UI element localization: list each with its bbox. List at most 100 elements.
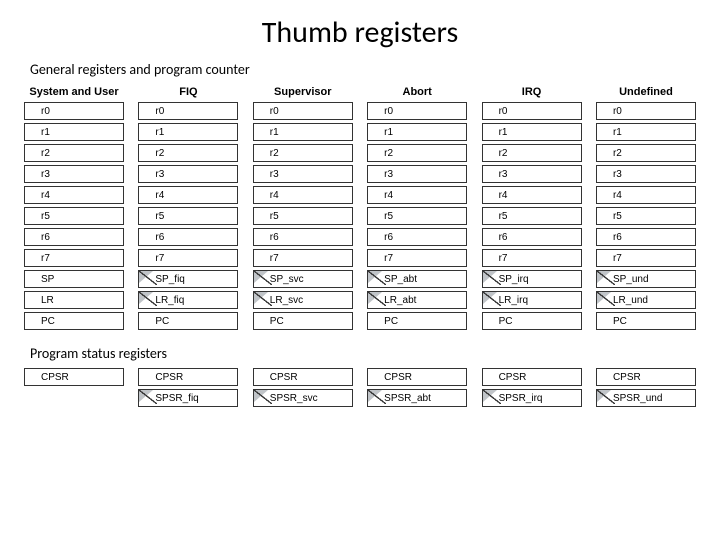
register-cell: r0 — [138, 102, 238, 120]
register-label: r0 — [41, 106, 50, 117]
register-cell: CPSR — [367, 368, 467, 386]
register-label: LR_irq — [499, 295, 528, 306]
register-cell: r0 — [24, 102, 124, 120]
register-label: r3 — [270, 169, 279, 180]
mode-header: System and User — [24, 84, 124, 100]
register-cell: r2 — [482, 144, 582, 162]
register-label: LR_abt — [384, 295, 416, 306]
mode-header: IRQ — [482, 84, 582, 100]
register-label: CPSR — [499, 372, 527, 383]
register-cell: SPSR_svc — [253, 389, 353, 407]
register-label: CPSR — [270, 372, 298, 383]
register-cell: CPSR — [596, 368, 696, 386]
register-label: r5 — [270, 211, 279, 222]
register-cell: SP_irq — [482, 270, 582, 288]
register-cell: r2 — [24, 144, 124, 162]
register-cell: LR — [24, 291, 124, 309]
register-label: r0 — [384, 106, 393, 117]
register-cell: r6 — [596, 228, 696, 246]
register-cell: r6 — [138, 228, 238, 246]
register-cell: r7 — [138, 249, 238, 267]
register-label: r6 — [613, 232, 622, 243]
register-cell: r0 — [482, 102, 582, 120]
register-label: r2 — [41, 148, 50, 159]
register-label: r1 — [41, 127, 50, 138]
register-label: SP_fiq — [155, 274, 184, 285]
register-label: SPSR_abt — [384, 393, 431, 404]
register-label: r6 — [384, 232, 393, 243]
register-label: r6 — [155, 232, 164, 243]
register-label: r5 — [613, 211, 622, 222]
mode-column: Supervisorr0r1r2r3r4r5r6r7SP_svcLR_svcPC — [253, 84, 353, 333]
register-label: r1 — [613, 127, 622, 138]
register-label: r7 — [499, 253, 508, 264]
register-cell: r5 — [596, 207, 696, 225]
register-label: r1 — [270, 127, 279, 138]
register-label: r7 — [155, 253, 164, 264]
register-grid: System and Userr0r1r2r3r4r5r6r7SPLRPCFIQ… — [20, 84, 700, 333]
register-label: r0 — [613, 106, 622, 117]
register-cell: r6 — [253, 228, 353, 246]
register-label: CPSR — [155, 372, 183, 383]
mode-header: Supervisor — [253, 84, 353, 100]
register-label: r5 — [41, 211, 50, 222]
register-cell: r7 — [482, 249, 582, 267]
register-label: r3 — [613, 169, 622, 180]
register-label: r2 — [499, 148, 508, 159]
register-cell: r4 — [24, 186, 124, 204]
register-cell: SPSR_und — [596, 389, 696, 407]
register-label: SPSR_irq — [499, 393, 543, 404]
register-cell: r7 — [596, 249, 696, 267]
register-label: r1 — [499, 127, 508, 138]
register-cell: r2 — [138, 144, 238, 162]
register-label: r7 — [41, 253, 50, 264]
register-label: r3 — [155, 169, 164, 180]
register-label: CPSR — [41, 372, 69, 383]
mode-header: Abort — [367, 84, 467, 100]
register-label: SPSR_und — [613, 393, 662, 404]
register-cell: LR_fiq — [138, 291, 238, 309]
register-cell: r0 — [367, 102, 467, 120]
register-label: r1 — [384, 127, 393, 138]
mode-column: CPSR — [24, 368, 124, 410]
register-cell: PC — [596, 312, 696, 330]
register-cell: r1 — [24, 123, 124, 141]
mode-column: CPSR SPSR_irq — [482, 368, 582, 410]
register-label: SPSR_fiq — [155, 393, 198, 404]
register-cell: r1 — [253, 123, 353, 141]
mode-column: CPSR SPSR_svc — [253, 368, 353, 410]
register-label: LR — [41, 295, 54, 306]
register-cell: PC — [253, 312, 353, 330]
register-cell: r3 — [138, 165, 238, 183]
register-label: r5 — [499, 211, 508, 222]
register-label: PC — [613, 316, 627, 327]
register-cell: LR_irq — [482, 291, 582, 309]
register-cell: LR_abt — [367, 291, 467, 309]
mode-column: Undefinedr0r1r2r3r4r5r6r7SP_undLR_undPC — [596, 84, 696, 333]
register-cell: r5 — [138, 207, 238, 225]
register-cell: r2 — [253, 144, 353, 162]
register-cell: PC — [138, 312, 238, 330]
register-cell: r4 — [482, 186, 582, 204]
status-grid: CPSR CPSR SPSR_fiq CPSR SPSR_svc CPSR SPSR_abt… — [20, 368, 700, 410]
register-label: SPSR_svc — [270, 393, 318, 404]
register-label: SP_abt — [384, 274, 417, 285]
register-cell: SP_abt — [367, 270, 467, 288]
register-cell: r6 — [367, 228, 467, 246]
register-cell: r5 — [253, 207, 353, 225]
register-cell: PC — [24, 312, 124, 330]
register-cell: CPSR — [24, 368, 124, 386]
register-cell: r3 — [482, 165, 582, 183]
empty-cell — [24, 389, 124, 407]
register-label: r7 — [270, 253, 279, 264]
mode-column: System and Userr0r1r2r3r4r5r6r7SPLRPC — [24, 84, 124, 333]
register-cell: LR_svc — [253, 291, 353, 309]
register-label: SP_irq — [499, 274, 529, 285]
register-label: r6 — [41, 232, 50, 243]
register-label: LR_fiq — [155, 295, 184, 306]
register-label: r2 — [155, 148, 164, 159]
register-label: r3 — [499, 169, 508, 180]
register-cell: r4 — [367, 186, 467, 204]
register-label: r0 — [270, 106, 279, 117]
register-label: CPSR — [384, 372, 412, 383]
